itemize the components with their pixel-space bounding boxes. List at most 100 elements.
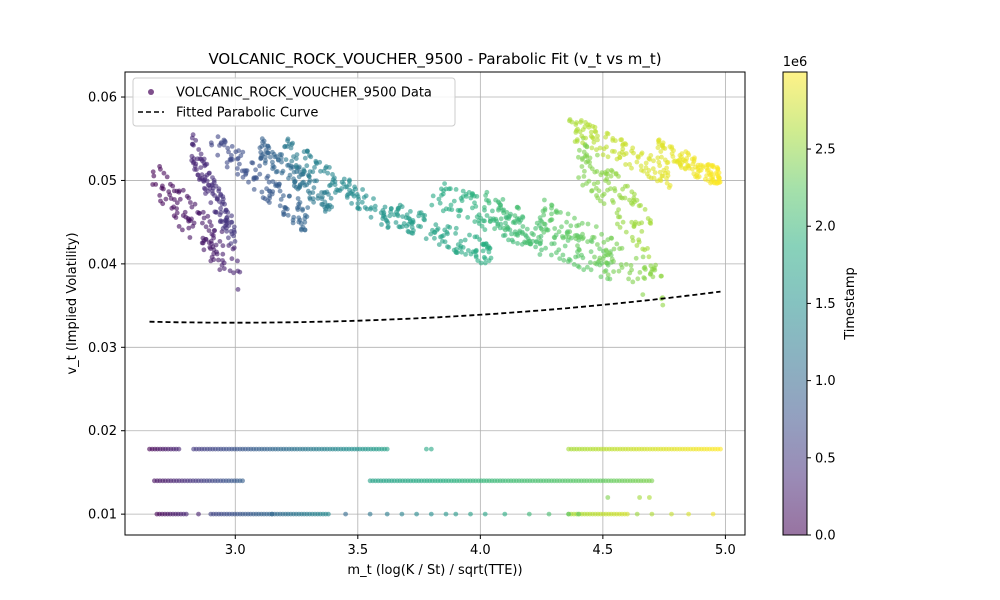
scatter-point — [529, 231, 535, 236]
scatter-point — [692, 155, 697, 161]
colorbar-tick-label: 2.5 — [815, 143, 836, 158]
scatter-point — [212, 209, 218, 215]
scatter-point — [226, 149, 231, 155]
scatter-point — [502, 511, 508, 517]
scatter-point — [482, 511, 488, 517]
scatter-point — [209, 183, 215, 189]
scatter-point — [683, 149, 689, 155]
scatter-point — [604, 176, 610, 182]
scatter-point — [638, 151, 644, 157]
scatter-point — [609, 256, 615, 262]
scatter-point — [187, 235, 193, 240]
scatter-point — [490, 208, 495, 214]
scatter-point — [193, 138, 199, 143]
scatter-point — [466, 248, 471, 253]
scatter-point — [520, 224, 526, 229]
scatter-point — [400, 224, 405, 230]
scatter-point — [312, 165, 317, 170]
scatter-point — [453, 511, 459, 517]
scatter-point — [594, 193, 599, 198]
scatter-point — [655, 145, 661, 151]
scatter-point — [498, 205, 503, 211]
scatter-point — [608, 173, 614, 179]
scatter-point — [464, 194, 469, 199]
scatter-point — [564, 219, 569, 225]
scatter-point — [368, 214, 374, 220]
scatter-point — [203, 224, 209, 230]
scatter-point — [576, 154, 581, 160]
scatter-point — [710, 511, 716, 517]
scatter-point — [554, 250, 559, 256]
scatter-point — [573, 130, 579, 135]
scatter-point — [602, 269, 607, 274]
scatter-point — [470, 205, 475, 211]
scatter-point — [482, 260, 488, 266]
scatter-point — [200, 209, 206, 215]
scatter-point — [318, 168, 323, 174]
scatter-point — [500, 197, 506, 202]
scatter-point — [566, 511, 571, 517]
scatter-point — [458, 238, 464, 244]
scatter-point — [476, 221, 482, 226]
scatter-point — [268, 154, 273, 160]
scatter-point — [698, 167, 704, 173]
scatter-point — [428, 446, 434, 452]
scatter-point — [640, 254, 646, 260]
scatter-point — [685, 163, 691, 169]
scatter-point — [455, 242, 461, 248]
scatter-point — [228, 241, 234, 247]
scatter-point — [576, 264, 582, 270]
scatter-point — [643, 165, 649, 171]
scatter-point — [580, 140, 585, 146]
scatter-point — [629, 219, 635, 225]
scatter-point — [296, 204, 302, 210]
scatter-point — [195, 210, 201, 215]
scatter-point — [186, 225, 192, 231]
scatter-point — [289, 158, 295, 164]
x-axis-ticks: 3.0 3.5 4.0 4.5 5.0 — [225, 535, 736, 558]
scatter-point — [657, 169, 663, 175]
scatter-point — [597, 246, 602, 252]
scatter-point — [330, 172, 335, 177]
scatter-point — [216, 257, 221, 263]
scatter-point — [294, 152, 300, 158]
scatter-point — [488, 255, 494, 261]
scatter-series — [147, 117, 723, 517]
scatter-point — [478, 260, 484, 266]
scatter-point — [191, 159, 197, 165]
scatter-point — [207, 219, 213, 225]
scatter-point — [493, 216, 499, 222]
scatter-point — [704, 165, 710, 171]
scatter-point — [224, 164, 230, 170]
scatter-point — [218, 141, 224, 147]
scatter-point — [198, 156, 204, 162]
scatter-point — [293, 163, 299, 168]
x-tick-label: 3.0 — [225, 543, 246, 558]
scatter-point — [610, 136, 616, 141]
scatter-point — [637, 270, 643, 275]
scatter-point — [512, 213, 518, 219]
scatter-point — [546, 511, 552, 517]
scatter-point — [480, 248, 486, 254]
scatter-point — [221, 266, 227, 271]
scatter-point — [628, 263, 634, 268]
scatter-point — [600, 152, 606, 158]
scatter-point — [585, 221, 591, 227]
scatter-point — [223, 207, 229, 213]
scatter-point — [224, 160, 230, 166]
scatter-point — [460, 188, 466, 194]
scatter-point — [658, 149, 664, 155]
colorbar-tick-label: 2.0 — [815, 220, 836, 235]
x-tick-label: 3.5 — [347, 543, 368, 558]
legend-label-fit: Fitted Parabolic Curve — [176, 106, 318, 121]
scatter-point — [549, 241, 555, 247]
scatter-point — [667, 144, 673, 150]
scatter-point — [589, 188, 594, 194]
scatter-point — [715, 166, 721, 172]
scatter-point — [218, 191, 224, 197]
scatter-point — [307, 190, 313, 196]
scatter-point — [600, 256, 606, 262]
scatter-point — [484, 189, 490, 195]
scatter-point — [324, 164, 329, 170]
scatter-point — [554, 208, 559, 214]
